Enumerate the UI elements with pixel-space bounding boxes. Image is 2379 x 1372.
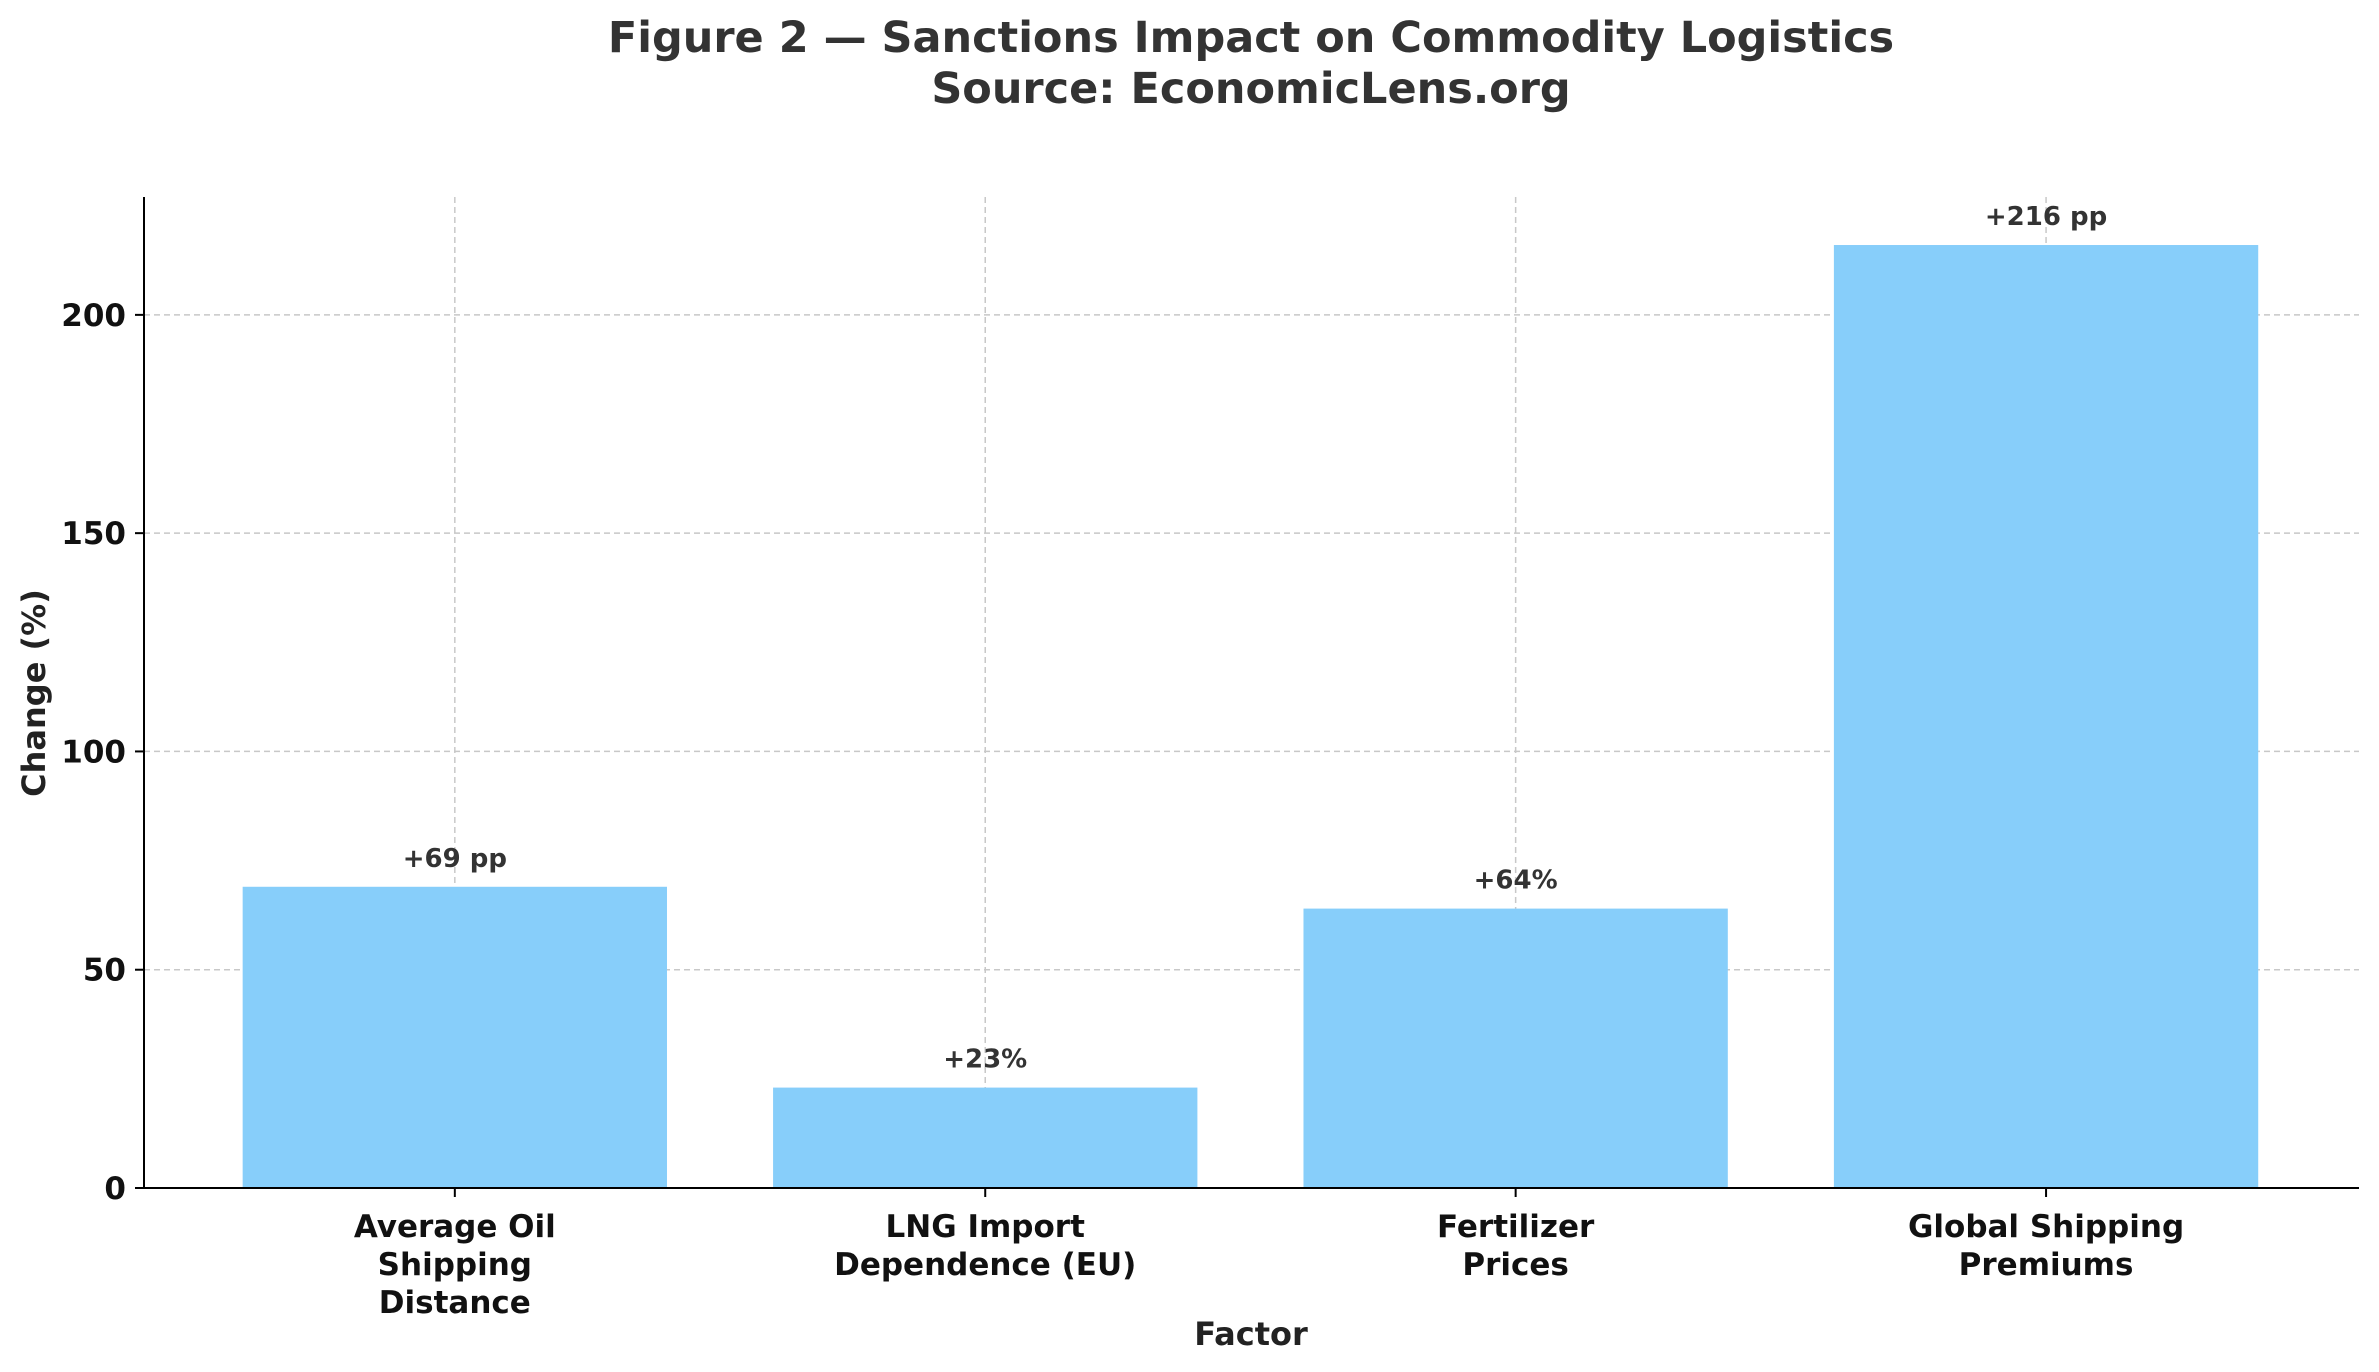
y-tick-label: 0 bbox=[104, 1171, 126, 1207]
x-tick-label-line: LNG Import bbox=[886, 1209, 1086, 1245]
y-axis-label: Change (%) bbox=[15, 589, 53, 797]
data-label: +216 pp bbox=[1985, 202, 2107, 232]
x-tick-label: Average Oil Shipping Distance bbox=[354, 1209, 556, 1321]
x-axis-label: Factor bbox=[1194, 1315, 1308, 1353]
y-tick-label: 200 bbox=[61, 298, 126, 334]
x-tick-label-line: Prices bbox=[1462, 1247, 1569, 1283]
x-tick-label-line: Global Shipping bbox=[1908, 1209, 2184, 1245]
x-tick-label-line: Shipping bbox=[378, 1247, 532, 1283]
data-label: +64% bbox=[1474, 866, 1558, 896]
x-tick-label: LNG Import Dependence (EU) bbox=[834, 1209, 1136, 1283]
x-tick-label-line: Average Oil bbox=[354, 1209, 556, 1245]
data-label: +23% bbox=[943, 1045, 1027, 1075]
x-tick-label-line: Dependence (EU) bbox=[834, 1247, 1136, 1283]
chart-subtitle: Source: EconomicLens.org bbox=[931, 64, 1570, 114]
y-tick-label: 100 bbox=[61, 734, 126, 770]
x-tick-label-line: Fertilizer bbox=[1437, 1209, 1595, 1245]
chart-title: Figure 2 — Sanctions Impact on Commodity… bbox=[608, 13, 1894, 63]
x-tick-label: Global Shipping Premiums bbox=[1908, 1209, 2184, 1283]
bar bbox=[1833, 245, 2259, 1188]
x-tick-label: Fertilizer Prices bbox=[1437, 1209, 1595, 1283]
data-label: +69 pp bbox=[403, 844, 507, 874]
x-tick-label-line: Premiums bbox=[1959, 1247, 2134, 1283]
bar bbox=[773, 1087, 1198, 1188]
axes: 0 50 100 150 200 Average Oil Shipping Distance L… bbox=[61, 197, 2359, 1321]
y-tick-label: 150 bbox=[61, 516, 126, 552]
bars: +69 pp +23% +64% +216 pp bbox=[242, 202, 2259, 1188]
x-tick-label-line: Distance bbox=[379, 1285, 531, 1321]
y-tick-label: 50 bbox=[83, 953, 126, 989]
bar bbox=[242, 886, 667, 1188]
bar bbox=[1303, 908, 1728, 1188]
